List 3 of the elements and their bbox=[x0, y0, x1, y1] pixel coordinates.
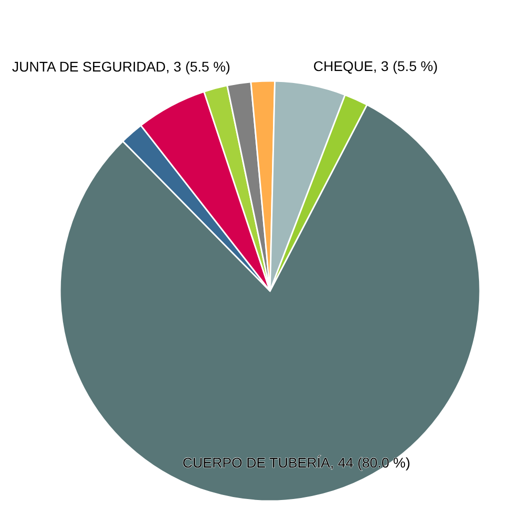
slice-label: JUNTA DE SEGURIDAD, 3 (5.5 %) bbox=[12, 58, 230, 74]
slice-label: CUERPO DE TUBERÍA, 44 (80.0 %) bbox=[182, 454, 410, 471]
slice-label: CHEQUE, 3 (5.5 %) bbox=[313, 58, 438, 74]
